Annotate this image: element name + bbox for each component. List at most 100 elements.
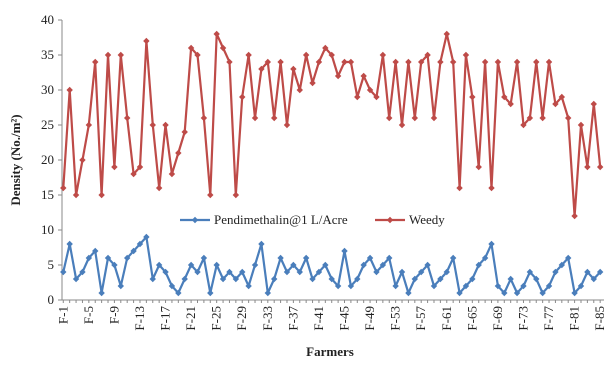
- x-tick-label: F-17: [158, 306, 173, 331]
- legend-label: Weedy: [409, 212, 445, 227]
- data-point: [277, 254, 284, 262]
- data-point: [418, 268, 425, 276]
- data-point: [565, 114, 572, 122]
- axes: 0 5 10 15 20 25 30 35 40 F-1 F-5 F-9 F-13 F-17 F-21 F-2…: [8, 12, 607, 359]
- data-point: [187, 261, 195, 269]
- data-point: [411, 275, 419, 283]
- data-point: [85, 121, 93, 129]
- y-tick-label: 15: [41, 187, 54, 202]
- data-point: [143, 233, 150, 241]
- data-point: [302, 51, 310, 59]
- legend-swatch-marker: [386, 216, 394, 224]
- data-point: [162, 121, 169, 129]
- data-point: [251, 261, 259, 269]
- data-point: [386, 254, 393, 262]
- data-point: [430, 114, 438, 122]
- data-point: [481, 58, 489, 66]
- data-point: [302, 254, 310, 262]
- data-point: [270, 114, 278, 122]
- data-point: [334, 72, 342, 80]
- x-tick-label: F-29: [234, 306, 249, 331]
- data-point: [315, 58, 323, 66]
- data-point: [85, 254, 93, 262]
- data-point: [443, 30, 450, 38]
- data-point: [456, 289, 463, 297]
- series-group: [60, 30, 604, 297]
- x-tick-label: F-53: [388, 306, 403, 331]
- data-point: [290, 65, 297, 73]
- y-tick-label: 10: [41, 222, 54, 237]
- data-point: [475, 163, 482, 171]
- y-tick-label: 0: [48, 292, 55, 307]
- data-point: [309, 79, 316, 87]
- data-point: [392, 58, 399, 66]
- data-point: [111, 163, 118, 171]
- data-point: [507, 100, 514, 108]
- data-point: [552, 268, 559, 276]
- data-point: [155, 261, 163, 269]
- data-point: [72, 275, 80, 283]
- data-point: [72, 191, 80, 199]
- data-point: [475, 261, 482, 269]
- x-axis-title: Farmers: [306, 344, 354, 359]
- x-tick-label: F-33: [260, 306, 275, 331]
- data-point: [520, 121, 527, 129]
- data-point: [175, 149, 182, 157]
- x-tick-label: F-57: [413, 306, 428, 331]
- data-point: [424, 51, 431, 59]
- data-point: [123, 254, 131, 262]
- data-point: [187, 44, 195, 52]
- data-point: [79, 156, 86, 164]
- x-tick-label: F-25: [209, 306, 224, 331]
- data-point: [494, 282, 502, 290]
- data-point: [258, 240, 265, 248]
- data-point: [366, 86, 374, 94]
- y-tick-label: 35: [41, 47, 54, 62]
- data-point: [565, 254, 572, 262]
- data-point: [92, 58, 99, 66]
- x-tick-label: F-13: [132, 306, 147, 331]
- data-point: [245, 282, 252, 290]
- data-point: [481, 254, 489, 262]
- data-point: [136, 240, 144, 248]
- data-point: [66, 240, 73, 248]
- data-point: [584, 268, 591, 276]
- data-point: [258, 65, 265, 73]
- data-point: [162, 268, 169, 276]
- x-tick-label: F-21: [183, 306, 198, 331]
- data-point: [322, 261, 329, 269]
- x-tick-label: F-81: [567, 306, 582, 331]
- data-point: [398, 268, 406, 276]
- data-point: [111, 261, 118, 269]
- data-point: [584, 163, 591, 171]
- data-point: [590, 275, 597, 283]
- x-tick-label: F-41: [311, 306, 326, 331]
- x-tick-label: F-65: [464, 306, 479, 331]
- data-point: [290, 261, 297, 269]
- data-point: [194, 268, 201, 276]
- x-tick-label: F-5: [81, 306, 96, 324]
- data-point: [590, 100, 597, 108]
- data-point: [251, 114, 259, 122]
- data-point: [379, 51, 387, 59]
- data-point: [200, 114, 208, 122]
- x-tick-label: F-49: [362, 306, 377, 331]
- data-point: [513, 289, 521, 297]
- legend: Pendimethalin@1 L/Acre Weedy: [176, 210, 498, 230]
- data-point: [219, 275, 227, 283]
- data-point: [98, 289, 105, 297]
- data-point: [104, 51, 112, 59]
- data-point: [347, 282, 355, 290]
- data-point: [443, 268, 450, 276]
- data-point: [264, 58, 272, 66]
- data-point: [437, 58, 444, 66]
- data-point: [354, 93, 361, 101]
- series-line-pendimethalin: [62, 235, 602, 295]
- data-point: [513, 58, 521, 66]
- data-point: [424, 261, 431, 269]
- data-point: [379, 261, 387, 269]
- data-point: [334, 282, 342, 290]
- data-point: [462, 51, 470, 59]
- data-point: [213, 261, 220, 269]
